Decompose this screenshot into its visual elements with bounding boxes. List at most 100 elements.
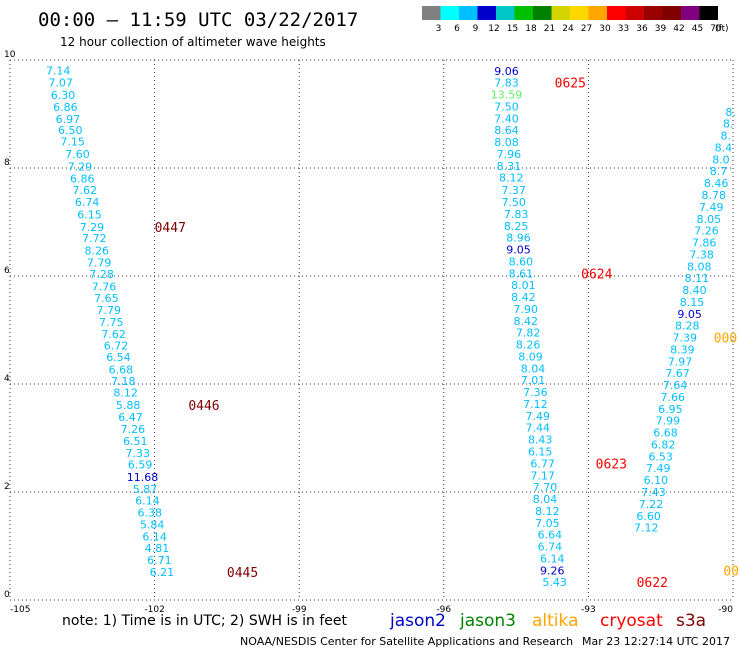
legend-label: 36 — [636, 24, 648, 34]
y-tick-label: 2 — [4, 482, 10, 492]
wave-height-value: 7.50 — [494, 100, 519, 113]
legend-label: 27 — [581, 24, 592, 34]
wave-height-value: 7.43 — [641, 486, 666, 499]
pass-time-label: 0624 — [581, 267, 612, 282]
wave-height-values: 7.147.076.306.866.976.507.157.607.296.86… — [46, 64, 736, 589]
wave-height-value: 7.50 — [501, 196, 526, 209]
grid-lines — [9, 59, 734, 601]
wave-height-value: 7.67 — [665, 367, 690, 380]
wave-height-value: 7.83 — [494, 77, 519, 90]
pass-time-label: 0445 — [227, 566, 258, 581]
wave-height-value: 8.28 — [675, 320, 700, 333]
legend-label: 12 — [488, 24, 499, 34]
legend-label: 70 — [710, 24, 722, 34]
wave-height-value: 7.38 — [689, 248, 714, 261]
satellite-name: s3a — [676, 611, 706, 631]
x-tick-label: -96 — [436, 605, 451, 615]
wave-height-value: 6.47 — [118, 411, 143, 424]
wave-height-value: 8.31 — [497, 160, 522, 173]
legend-swatch — [459, 6, 478, 20]
wave-height-value: 6.77 — [530, 457, 555, 470]
legend-swatch — [440, 6, 459, 20]
legend-swatch — [570, 6, 589, 20]
legend-swatch — [588, 6, 607, 20]
wave-height-value: 8.46 — [704, 177, 729, 190]
wave-height-value: 8.40 — [682, 284, 707, 297]
y-tick-label: 6 — [4, 266, 10, 276]
satellite-name: jason2 — [389, 611, 446, 631]
wave-height-value: 5.84 — [140, 518, 165, 531]
wave-height-value: 6.30 — [51, 89, 76, 102]
legend-swatch — [533, 6, 552, 20]
wave-height-value: 8.78 — [701, 189, 726, 202]
satellite-legend: jason2 jason3 altika cryosat s3a — [389, 611, 706, 631]
wave-height-value: 7.12 — [523, 398, 548, 411]
wave-height-value: 7.75 — [99, 316, 124, 329]
legend-label: 45 — [692, 24, 703, 34]
wave-height-value: 4.81 — [145, 542, 170, 555]
wave-height-value: 6.51 — [123, 435, 148, 448]
legend-label: 6 — [454, 24, 460, 34]
wave-height-value: 8. — [721, 130, 732, 143]
wave-height-value: 8.4 — [715, 141, 733, 154]
wave-height-value: 7.60 — [65, 148, 90, 161]
legend-swatch — [477, 6, 496, 20]
wave-height-value: 7.14 — [46, 64, 71, 77]
wave-height-value: 7.62 — [101, 328, 126, 341]
wave-height-value: 7.26 — [694, 225, 719, 238]
wave-height-value: 6.86 — [70, 172, 95, 185]
axis-ticks: -105 -102 -99 -96 -93 -90 0 2 4 6 8 10 — [4, 50, 733, 615]
wave-height-value: 6.14 — [142, 530, 167, 543]
legend-swatch — [699, 6, 718, 20]
pass-time-label: 0009 — [723, 564, 740, 579]
pass-time-label: 0623 — [596, 457, 627, 472]
legend-label: 24 — [562, 24, 574, 34]
y-tick-label: 8 — [4, 158, 10, 168]
wave-height-value: 8.43 — [528, 434, 553, 447]
wave-height-value: 7.33 — [125, 447, 150, 460]
satellite-name: cryosat — [600, 611, 663, 631]
wave-height-value: 7.70 — [533, 481, 558, 494]
wave-height-value: 5.43 — [542, 576, 567, 589]
wave-height-value: 7.18 — [111, 375, 136, 388]
wave-height-value: 6.68 — [653, 427, 678, 440]
pass-time-label: 0625 — [555, 77, 586, 92]
wave-height-value: 6.50 — [58, 124, 83, 137]
legend-swatch — [514, 6, 533, 20]
wave-height-value: 8.42 — [511, 291, 536, 304]
wave-height-value: 8.04 — [533, 493, 558, 506]
legend-swatch — [422, 6, 441, 20]
wave-height-value: 6.15 — [77, 208, 102, 221]
wave-height-value: 9.26 — [540, 564, 565, 577]
wave-height-value: 6.71 — [147, 554, 172, 567]
y-tick-label: 4 — [4, 374, 10, 384]
wave-height-value: 8.39 — [670, 343, 695, 356]
wave-height-value: 6.10 — [644, 474, 669, 487]
legend-swatch — [607, 6, 626, 20]
wave-height-value: 9.05 — [506, 244, 531, 257]
pass-time-label: 0447 — [155, 221, 186, 236]
y-tick-label: 10 — [4, 50, 16, 60]
wave-height-value: 6.64 — [538, 529, 563, 542]
y-tick-label: 0 — [4, 590, 10, 600]
pass-time-label: 0622 — [637, 576, 668, 591]
legend-label: 42 — [673, 24, 684, 34]
wave-height-value: 8.04 — [521, 362, 546, 375]
wave-height-value: 6.74 — [538, 541, 563, 554]
wave-height-value: 7.07 — [48, 77, 73, 90]
wave-height-value: 7.66 — [661, 391, 686, 404]
chart-title: 00:00 – 11:59 UTC 03/22/2017 — [38, 9, 358, 31]
wave-height-value: 7.99 — [656, 415, 681, 428]
wave-height-value: 7.15 — [60, 136, 85, 149]
satellite-name: jason3 — [459, 611, 516, 631]
wave-height-value: 7.12 — [634, 522, 659, 535]
wave-height-value: 7.49 — [646, 462, 671, 475]
x-tick-label: -93 — [581, 605, 596, 615]
legend-swatch — [551, 6, 570, 20]
wave-height-value: 8.09 — [518, 350, 543, 363]
wave-height-value: 6.15 — [528, 446, 553, 459]
legend-label: 21 — [544, 24, 555, 34]
wave-height-value: 7.28 — [89, 268, 114, 281]
wave-height-value: 6.74 — [75, 196, 100, 209]
wave-height-value: 7.76 — [92, 280, 117, 293]
